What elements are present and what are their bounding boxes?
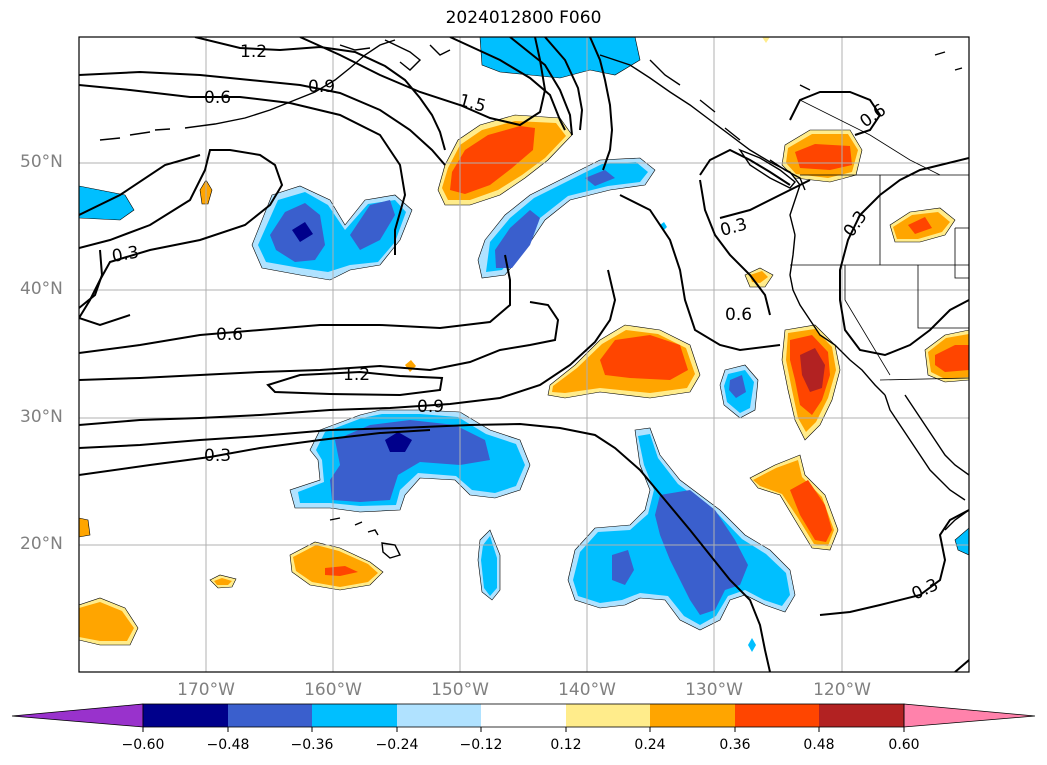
colorbar-segment (397, 704, 481, 727)
colorbar-tick-label: 0.12 (550, 737, 582, 753)
lon-label: 140°W (558, 680, 616, 700)
map-title: 2024012800 F060 (445, 8, 602, 28)
map-frame (78, 36, 970, 673)
colorbar-tick-label: 0.60 (888, 737, 920, 753)
contour-label: 0.9 (417, 397, 444, 417)
lon-label: 130°W (685, 680, 743, 700)
colorbar-segment (228, 704, 312, 727)
contour-label: 0.6 (725, 305, 752, 325)
map-content: 1.2 0.9 0.6 1.5 0.3 0.6 0.3 0.6 1.2 0.9 … (79, 37, 969, 672)
colorbar-tick-label: 0.36 (719, 737, 751, 753)
lat-label: 30°N (20, 407, 63, 427)
colorbar-segment (566, 704, 650, 727)
lon-label: 170°W (177, 680, 235, 700)
colorbar-tick-label: −0.12 (459, 737, 503, 753)
colorbar-tick-label: −0.24 (375, 737, 419, 753)
colorbar-tick-label: −0.48 (206, 737, 250, 753)
colorbar-extend-high (903, 703, 1036, 728)
lon-label: 150°W (431, 680, 489, 700)
colorbar-segment (312, 704, 397, 727)
positive-anomaly-shading (79, 37, 969, 646)
colorbar-segment (481, 704, 566, 727)
colorbar-tick-label: 0.24 (634, 737, 666, 753)
contour-label: 0.9 (308, 77, 335, 97)
colorbar-segment (650, 704, 735, 727)
contour-label: 0.3 (110, 243, 140, 267)
colorbar-segment (735, 704, 819, 727)
political-borders (790, 99, 969, 381)
contour-label: 0.3 (204, 446, 231, 466)
colorbar-segment (819, 704, 904, 727)
contour-lines (79, 37, 969, 672)
lat-label: 40°N (20, 279, 63, 299)
lon-label: 160°W (304, 680, 362, 700)
negative-anomaly-shading (79, 37, 969, 652)
colorbar-tick-label: −0.36 (290, 737, 334, 753)
contour-label: 1.2 (240, 42, 267, 62)
gridlines (79, 37, 969, 672)
contour-label: 0.6 (204, 88, 231, 108)
contour-label: 1.2 (343, 365, 370, 385)
colorbar-segment (143, 704, 228, 727)
lon-label: 120°W (813, 680, 871, 700)
colorbar-tick-label: 0.48 (803, 737, 835, 753)
contour-label: 0.6 (216, 325, 243, 345)
lat-label: 50°N (20, 152, 63, 172)
lat-label: 20°N (20, 534, 63, 554)
colorbar-tick-label: −0.60 (121, 737, 165, 753)
colorbar-extend-low (11, 703, 144, 728)
colorbar (11, 703, 1036, 732)
